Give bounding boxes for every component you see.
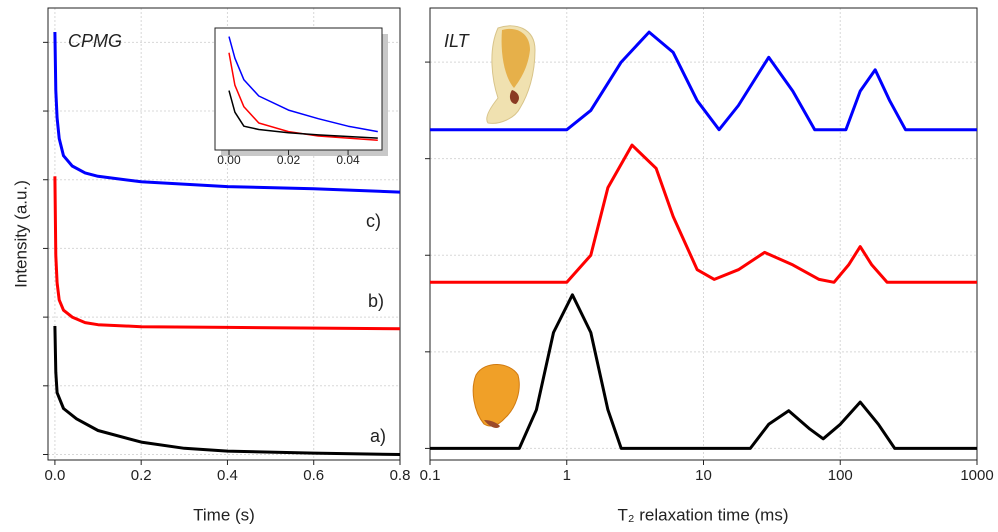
- data-line: [430, 143, 977, 284]
- data-line: [53, 31, 401, 194]
- x-tick-label: 0.8: [390, 467, 411, 484]
- data-line: [228, 90, 378, 139]
- panel-title: ILT: [444, 31, 471, 51]
- plot-layer: 0.0 0.2 0.4 0.6 0.8 0.1 1 10 100 1000: [43, 7, 994, 484]
- plot-frame: [214, 27, 383, 151]
- panel-title: CPMG: [68, 31, 122, 51]
- x-tick-label: 1: [563, 467, 571, 484]
- x-tick-label: 0.02: [277, 153, 301, 167]
- x-tick-label: 0.1: [420, 467, 441, 484]
- curve-label: a): [370, 426, 386, 446]
- y-axis-title: Intensity (a.u.): [11, 180, 30, 288]
- inset-background: [215, 28, 382, 150]
- x-tick-label: 0.0: [44, 467, 65, 484]
- plot-frame: [47, 7, 401, 461]
- x-tick-label: 0.4: [217, 467, 238, 484]
- data-line: [53, 176, 401, 331]
- x-axis-title: T₂ relaxation time (ms): [618, 505, 789, 524]
- kernel-photo: [472, 364, 520, 428]
- x-tick-label: 0.00: [217, 153, 241, 167]
- data-line: [430, 293, 977, 450]
- data-line: [228, 36, 378, 133]
- x-tick-label: 10: [695, 467, 712, 484]
- x-tick-label: 0.04: [336, 153, 360, 167]
- x-axis-title: Time (s): [193, 505, 255, 524]
- data-line: [53, 325, 401, 456]
- curve-label: c): [366, 211, 381, 231]
- curve-label: b): [368, 291, 384, 311]
- x-tick-label: 1000: [960, 467, 993, 484]
- data-line: [430, 30, 977, 132]
- x-tick-label: 0.2: [131, 467, 152, 484]
- kernel-photo: [486, 25, 536, 124]
- plot-frame: [429, 7, 978, 461]
- x-tick-label: 0.6: [303, 467, 324, 484]
- inset-layer: 0.00 0.02 0.04: [214, 27, 388, 167]
- x-tick-label: 100: [828, 467, 853, 484]
- data-line: [228, 52, 378, 142]
